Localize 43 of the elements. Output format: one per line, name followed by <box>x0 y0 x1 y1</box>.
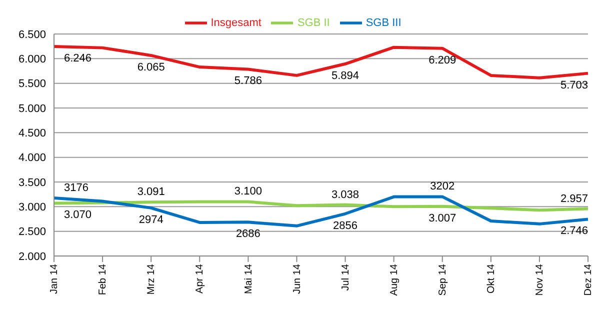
x-tick-label: Mrz 14 <box>146 264 158 295</box>
data-label: 6.246 <box>64 52 92 65</box>
legend-label: SGB III <box>366 16 402 29</box>
data-label: 3.070 <box>64 209 92 222</box>
x-tick-label: Nov 14 <box>534 264 546 296</box>
data-label: 2.746 <box>560 225 588 238</box>
legend-label: Insgesamt <box>210 16 262 29</box>
y-tick-label: 2.500 <box>18 226 46 238</box>
data-label: 3176 <box>64 182 88 194</box>
data-label: 5.786 <box>234 75 262 88</box>
y-tick-label: 3.000 <box>18 202 46 214</box>
data-label: 2.957 <box>560 192 588 205</box>
x-tick-label: Dez 14 <box>583 264 594 296</box>
y-tick-label: 4.500 <box>18 128 46 140</box>
data-label: 2686 <box>236 228 260 240</box>
y-tick-label: 6.500 <box>18 28 46 41</box>
x-tick-label: Jul 14 <box>340 264 352 291</box>
x-tick-label: Sep 14 <box>437 264 448 296</box>
x-tick-label: Okt 14 <box>486 264 498 294</box>
data-label: 3202 <box>430 180 455 193</box>
x-tick-label: Mai 14 <box>243 264 254 294</box>
y-tick-label: 3.500 <box>18 176 46 189</box>
data-label: 5.894 <box>332 70 360 82</box>
y-tick-label: 5.500 <box>18 78 46 90</box>
legend-label: SGB II <box>297 16 330 29</box>
x-tick-label: Feb 14 <box>98 264 109 296</box>
x-tick-label: Jan 14 <box>49 264 60 294</box>
x-tick-label: Jun 14 <box>292 264 303 294</box>
y-tick-label: 5.000 <box>18 102 46 115</box>
data-label: 3.091 <box>137 186 165 198</box>
data-label: 3.038 <box>332 188 360 201</box>
data-label: 2856 <box>333 220 358 232</box>
data-label: 2974 <box>138 214 164 226</box>
y-tick-label: 4.000 <box>18 152 46 164</box>
data-label: 5.703 <box>560 79 588 92</box>
data-label: 6.209 <box>428 54 456 66</box>
y-tick-label: 6.000 <box>18 54 46 66</box>
x-tick-label: Aug 14 <box>388 264 400 296</box>
data-label: 3.100 <box>234 186 262 198</box>
y-tick-label: 2.000 <box>18 250 46 263</box>
x-tick-label: Apr 14 <box>194 264 206 294</box>
data-label: 3.007 <box>428 212 456 224</box>
data-label: 6.065 <box>137 61 165 74</box>
